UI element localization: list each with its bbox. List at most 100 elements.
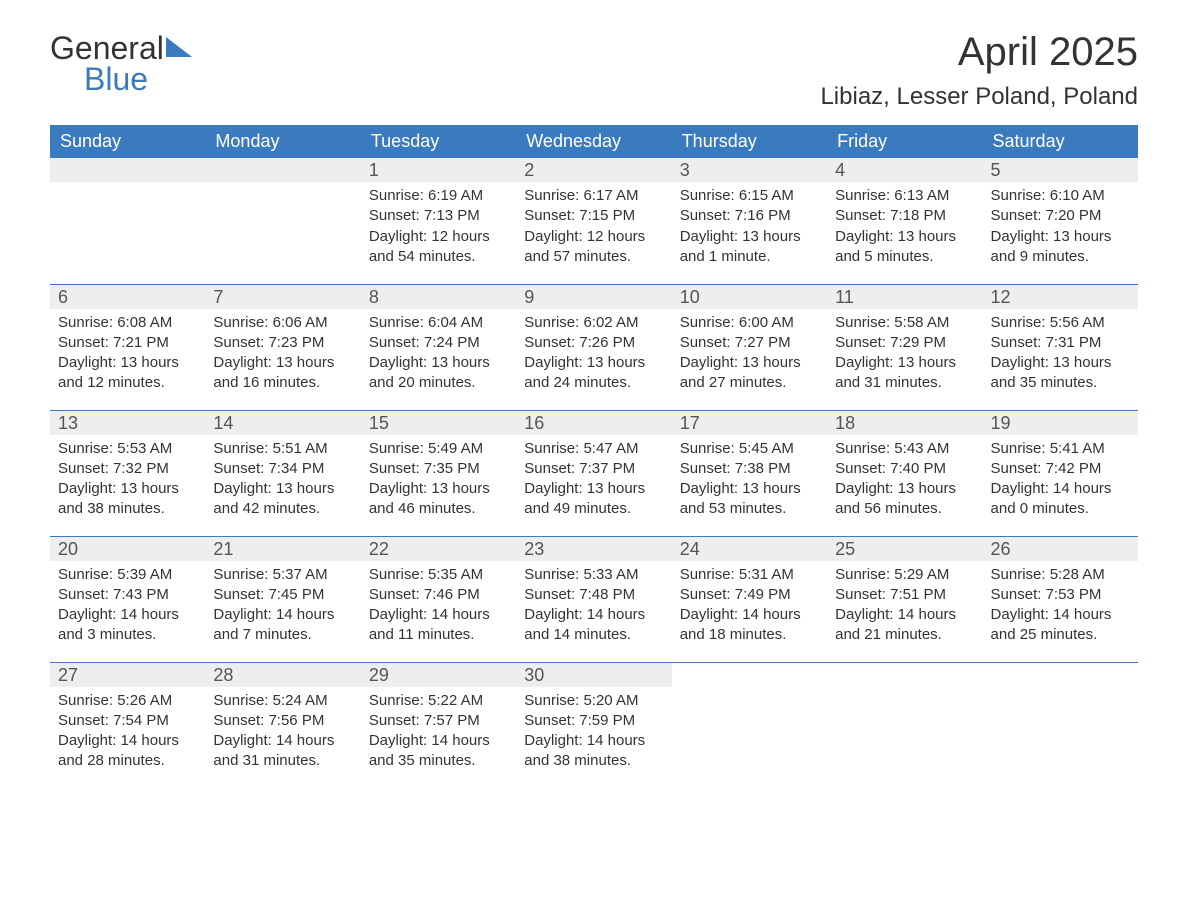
daylight-text: Daylight: 13 hours and 1 minute.	[680, 227, 819, 268]
day-number: 3	[672, 158, 827, 182]
day-body: Sunrise: 5:41 AMSunset: 7:42 PMDaylight:…	[983, 435, 1138, 532]
day-body: Sunrise: 6:13 AMSunset: 7:18 PMDaylight:…	[827, 182, 982, 279]
daylight-text: Daylight: 13 hours and 38 minutes.	[58, 479, 197, 520]
day-number: 6	[50, 285, 205, 309]
daylight-text: Daylight: 13 hours and 46 minutes.	[369, 479, 508, 520]
calendar-day-cell: 6Sunrise: 6:08 AMSunset: 7:21 PMDaylight…	[50, 284, 205, 410]
day-number: 16	[516, 411, 671, 435]
calendar-day-cell: 12Sunrise: 5:56 AMSunset: 7:31 PMDayligh…	[983, 284, 1138, 410]
daylight-text: Daylight: 14 hours and 28 minutes.	[58, 731, 197, 772]
sunset-text: Sunset: 7:56 PM	[213, 711, 352, 731]
sunset-text: Sunset: 7:31 PM	[991, 333, 1130, 353]
day-number: 10	[672, 285, 827, 309]
day-body: Sunrise: 6:15 AMSunset: 7:16 PMDaylight:…	[672, 182, 827, 279]
daylight-text: Daylight: 13 hours and 53 minutes.	[680, 479, 819, 520]
logo-text-blue: Blue	[84, 61, 192, 98]
daylight-text: Daylight: 14 hours and 35 minutes.	[369, 731, 508, 772]
calendar-day-cell: 22 Sunrise: 5:35 AMSunset: 7:46 PMDayligh…	[361, 536, 516, 662]
weekday-header: Monday	[205, 125, 360, 158]
day-number-bar	[205, 158, 360, 182]
sunrise-text: Sunrise: 5:31 AM	[680, 565, 819, 585]
day-number: 15	[361, 411, 516, 435]
day-body: Sunrise: 5:29 AMSunset: 7:51 PMDaylight:…	[827, 561, 982, 658]
day-body: Sunrise: 5:39 AMSunset: 7:43 PMDaylight:…	[50, 561, 205, 658]
sunrise-text: Sunrise: 6:04 AM	[369, 313, 508, 333]
day-body: Sunrise: 5:43 AMSunset: 7:40 PMDaylight:…	[827, 435, 982, 532]
daylight-text: Daylight: 12 hours and 57 minutes.	[524, 227, 663, 268]
sunset-text: Sunset: 7:57 PM	[369, 711, 508, 731]
sunrise-text: Sunrise: 5:58 AM	[835, 313, 974, 333]
sunrise-text: Sunrise: 5:41 AM	[991, 439, 1130, 459]
sunset-text: Sunset: 7:48 PM	[524, 585, 663, 605]
day-number: 9	[516, 285, 671, 309]
sunrise-text: Sunrise: 6:02 AM	[524, 313, 663, 333]
sunset-text: Sunset: 7:18 PM	[835, 206, 974, 226]
sunset-text: Sunset: 7:27 PM	[680, 333, 819, 353]
sunrise-text: Sunrise: 5:24 AM	[213, 691, 352, 711]
daylight-text: Daylight: 14 hours and 31 minutes.	[213, 731, 352, 772]
day-number: 13	[50, 411, 205, 435]
day-number: 18	[827, 411, 982, 435]
day-number: 19	[983, 411, 1138, 435]
day-number: 5	[983, 158, 1138, 182]
day-body: Sunrise: 5:56 AMSunset: 7:31 PMDaylight:…	[983, 309, 1138, 406]
day-number: 17	[672, 411, 827, 435]
sunset-text: Sunset: 7:49 PM	[680, 585, 819, 605]
daylight-text: Daylight: 14 hours and 18 minutes.	[680, 605, 819, 646]
calendar-day-cell: 5Sunrise: 6:10 AMSunset: 7:20 PMDaylight…	[983, 158, 1138, 284]
calendar-day-cell: 18Sunrise: 5:43 AMSunset: 7:40 PMDayligh…	[827, 410, 982, 536]
calendar-day-cell: 27Sunrise: 5:26 AMSunset: 7:54 PMDayligh…	[50, 662, 205, 788]
daylight-text: Daylight: 14 hours and 7 minutes.	[213, 605, 352, 646]
sunset-text: Sunset: 7:46 PM	[369, 585, 508, 605]
calendar-day-cell: 13Sunrise: 5:53 AMSunset: 7:32 PMDayligh…	[50, 410, 205, 536]
daylight-text: Daylight: 13 hours and 9 minutes.	[991, 227, 1130, 268]
calendar-day-cell: 23Sunrise: 5:33 AMSunset: 7:48 PMDayligh…	[516, 536, 671, 662]
weekday-header: Sunday	[50, 125, 205, 158]
calendar-day-cell: 14Sunrise: 5:51 AMSunset: 7:34 PMDayligh…	[205, 410, 360, 536]
sunrise-text: Sunrise: 5:47 AM	[524, 439, 663, 459]
daylight-text: Daylight: 14 hours and 21 minutes.	[835, 605, 974, 646]
day-number: 21	[205, 537, 360, 561]
sunrise-text: Sunrise: 6:15 AM	[680, 186, 819, 206]
sunrise-text: Sunrise: 5:37 AM	[213, 565, 352, 585]
day-body: Sunrise: 5:24 AMSunset: 7:56 PMDaylight:…	[205, 687, 360, 784]
day-body: Sunrise: 6:00 AMSunset: 7:27 PMDaylight:…	[672, 309, 827, 406]
sunrise-text: Sunrise: 5:35 AM	[369, 565, 508, 585]
daylight-text: Daylight: 13 hours and 5 minutes.	[835, 227, 974, 268]
page-header: General Blue April 2025 Libiaz, Lesser P…	[50, 30, 1138, 111]
day-number: 2	[516, 158, 671, 182]
sunset-text: Sunset: 7:32 PM	[58, 459, 197, 479]
day-body: Sunrise: 6:10 AMSunset: 7:20 PMDaylight:…	[983, 182, 1138, 279]
sunset-text: Sunset: 7:24 PM	[369, 333, 508, 353]
day-number: 8	[361, 285, 516, 309]
calendar-day-cell: 11Sunrise: 5:58 AMSunset: 7:29 PMDayligh…	[827, 284, 982, 410]
day-number: 14	[205, 411, 360, 435]
daylight-text: Daylight: 14 hours and 25 minutes.	[991, 605, 1130, 646]
calendar-day-cell: 16Sunrise: 5:47 AMSunset: 7:37 PMDayligh…	[516, 410, 671, 536]
page-subtitle: Libiaz, Lesser Poland, Poland	[820, 83, 1138, 111]
daylight-text: Daylight: 13 hours and 12 minutes.	[58, 353, 197, 394]
calendar-day-cell: 7Sunrise: 6:06 AMSunset: 7:23 PMDaylight…	[205, 284, 360, 410]
calendar-day-cell: 30Sunrise: 5:20 AMSunset: 7:59 PMDayligh…	[516, 662, 671, 788]
day-body: Sunrise: 5:45 AMSunset: 7:38 PMDaylight:…	[672, 435, 827, 532]
calendar-day-cell: 10Sunrise: 6:00 AMSunset: 7:27 PMDayligh…	[672, 284, 827, 410]
day-number: 22	[361, 537, 516, 561]
weekday-header: Tuesday	[361, 125, 516, 158]
daylight-text: Daylight: 13 hours and 24 minutes.	[524, 353, 663, 394]
day-body: Sunrise: 5:49 AMSunset: 7:35 PMDaylight:…	[361, 435, 516, 532]
daylight-text: Daylight: 13 hours and 56 minutes.	[835, 479, 974, 520]
daylight-text: Daylight: 14 hours and 11 minutes.	[369, 605, 508, 646]
day-number: 26	[983, 537, 1138, 561]
day-body: Sunrise: 5:22 AMSunset: 7:57 PMDaylight:…	[361, 687, 516, 784]
sunrise-text: Sunrise: 6:06 AM	[213, 313, 352, 333]
sunset-text: Sunset: 7:16 PM	[680, 206, 819, 226]
sunrise-text: Sunrise: 5:22 AM	[369, 691, 508, 711]
day-number: 4	[827, 158, 982, 182]
sunset-text: Sunset: 7:26 PM	[524, 333, 663, 353]
day-body: Sunrise: 6:19 AMSunset: 7:13 PMDaylight:…	[361, 182, 516, 279]
day-number: 27	[50, 663, 205, 687]
daylight-text: Daylight: 13 hours and 49 minutes.	[524, 479, 663, 520]
day-body: Sunrise: 6:08 AMSunset: 7:21 PMDaylight:…	[50, 309, 205, 406]
day-number: 20	[50, 537, 205, 561]
calendar-day-cell: 9 Sunrise: 6:02 AMSunset: 7:26 PMDaylight…	[516, 284, 671, 410]
